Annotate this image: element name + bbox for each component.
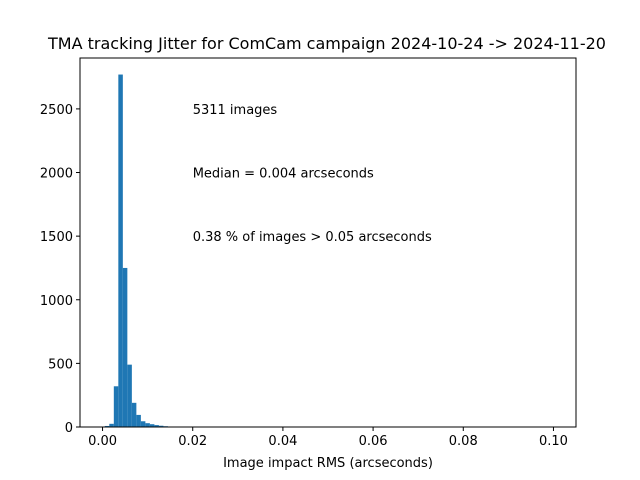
x-tick-label: 0.04 <box>268 434 297 449</box>
x-tick-label: 0.06 <box>359 434 388 449</box>
histogram-bar <box>127 364 132 427</box>
histogram-bar <box>140 421 146 427</box>
y-tick-label: 1500 <box>40 230 73 245</box>
x-tick-label: 0.10 <box>539 434 568 449</box>
x-tick-label: 0.08 <box>449 434 478 449</box>
histogram-bar <box>154 425 159 427</box>
y-tick-label: 0 <box>65 421 73 436</box>
y-tick-label: 1000 <box>40 294 73 309</box>
annotations-group: 5311 images Median = 0.004 arcseconds 0.38… <box>193 103 432 245</box>
y-axis: 0 500 1000 1500 2000 2500 <box>40 103 80 436</box>
annotation-image-count: 5311 images <box>193 103 278 118</box>
histogram-bar <box>149 424 155 427</box>
histogram-bar <box>109 423 114 427</box>
y-tick-label: 2000 <box>40 167 73 182</box>
histogram-bar <box>145 423 150 427</box>
x-axis-title: Image impact RMS (arcseconds) <box>223 456 433 471</box>
x-tick-label: 0.02 <box>178 434 207 449</box>
chart-title: TMA tracking Jitter for ComCam campaign … <box>47 34 606 53</box>
y-tick-label: 2500 <box>40 103 73 118</box>
histogram-bar <box>136 414 141 427</box>
x-tick-label: 0.00 <box>88 434 117 449</box>
histogram-bar <box>113 386 119 427</box>
histogram-bar <box>158 425 164 427</box>
histogram-bar <box>122 267 128 427</box>
y-tick-label: 500 <box>48 357 73 372</box>
annotation-median: Median = 0.004 arcseconds <box>193 167 374 182</box>
histogram-bar <box>118 74 123 427</box>
x-axis: 0.00 0.02 0.04 0.06 0.08 0.10 <box>88 427 568 449</box>
bars-group <box>104 74 182 427</box>
annotation-fraction-above: 0.38 % of images > 0.05 arcseconds <box>193 230 432 245</box>
histogram-bar <box>104 425 110 427</box>
plot-frame <box>79 57 577 428</box>
histogram-bar <box>131 402 137 427</box>
